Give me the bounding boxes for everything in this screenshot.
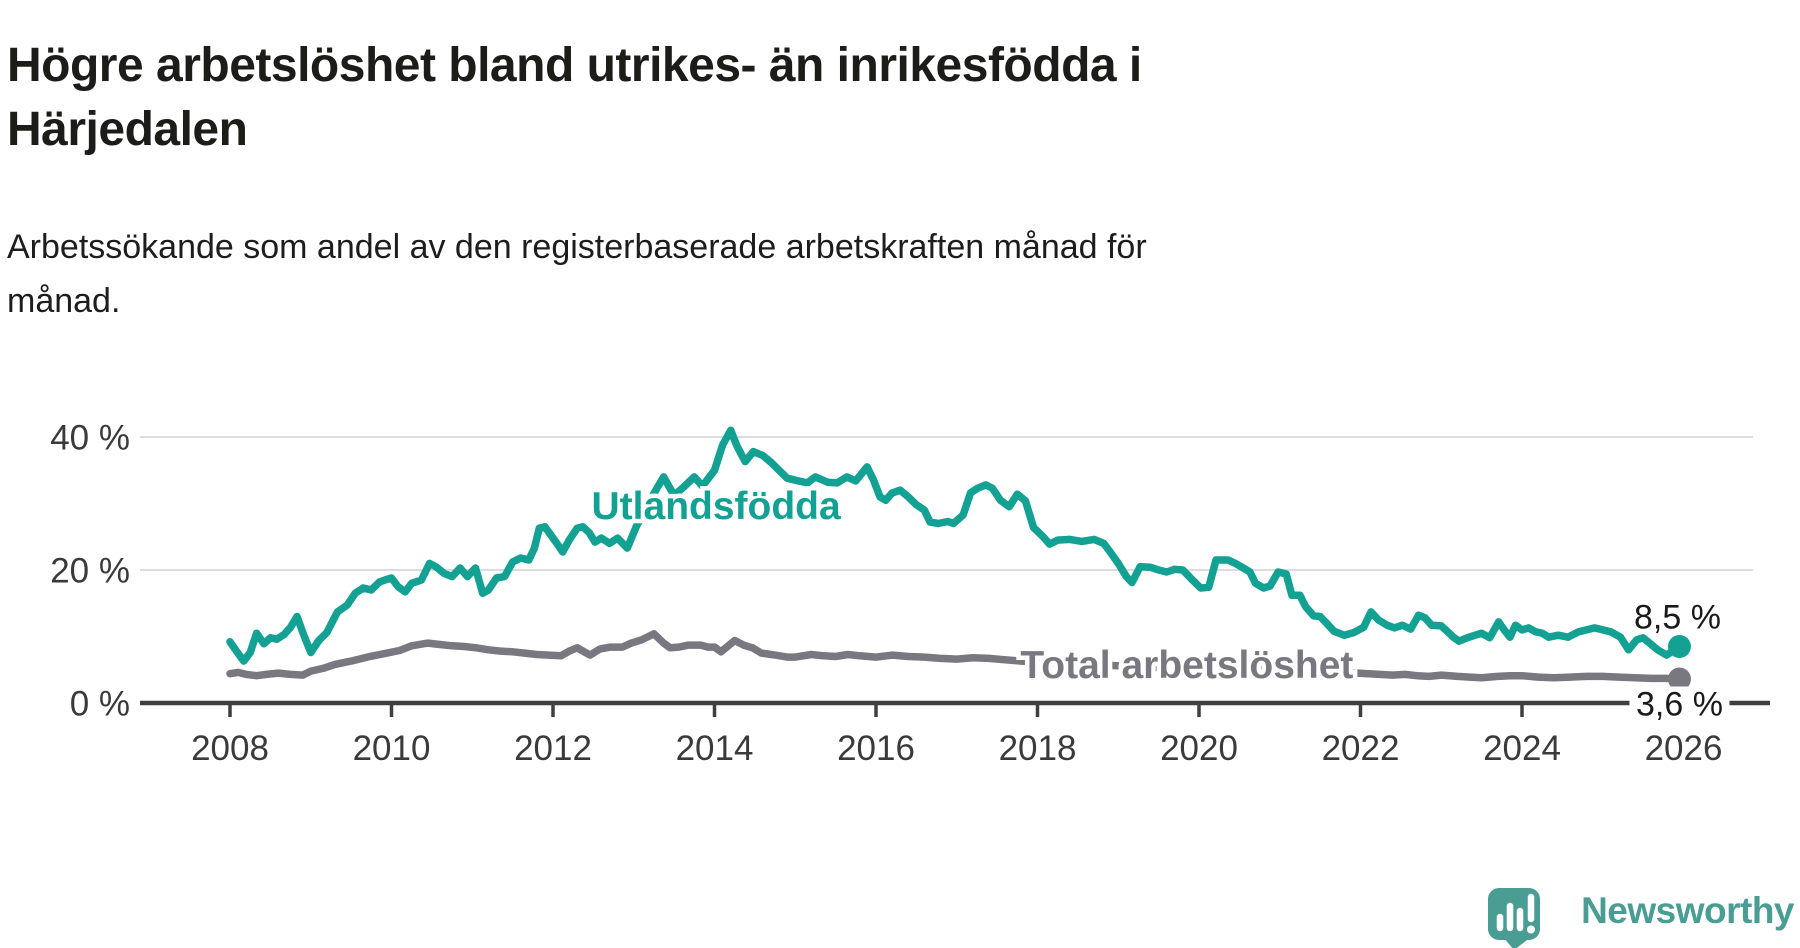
x-tick-label-2022: 2022 [1322,729,1400,768]
page-title: Högre arbetslöshet bland utrikes- än inr… [7,39,1142,156]
y-tick-label-0: 0 % [70,685,130,724]
series-inline-label: Utlandsfödda [592,485,841,528]
y-tick-label-40: 40 % [50,419,130,458]
logo-exclamation-dot-icon [1527,925,1535,934]
x-tick-label-2024: 2024 [1483,729,1561,768]
series-line-total [226,630,1684,683]
x-tick-label-2026: 2026 [1645,729,1723,768]
gridlines-group: 0 % 20 % 40 % [50,419,1753,724]
series-inline-label: Total arbetslöshet [1020,644,1353,687]
end-value-label-backing [1629,686,1730,720]
newsworthy-logo: Newsworthy [1488,888,1795,948]
x-tick-label-2010: 2010 [353,729,431,768]
y-tick-label-20: 20 % [50,552,130,591]
x-tick-label-2018: 2018 [999,729,1077,768]
x-tick-label-2016: 2016 [837,729,915,768]
x-tick-label-2008: 2008 [191,729,269,768]
labels-group: Total arbetslöshet 3,6 % Utlandsfödda 8,5 % [587,480,1730,724]
chart-subtitle: Arbetssökande som andel av den registerb… [7,228,1147,321]
x-tick-label-2020: 2020 [1160,729,1238,768]
logo-bar-chart-icon [1496,893,1535,932]
series-end-dot [1667,634,1691,658]
end-value-label: 8,5 % [1634,598,1721,636]
end-value-label: 3,6 % [1636,686,1723,724]
x-tick-label-2014: 2014 [676,729,754,768]
axes-group: 2008 2010 2012 2014 2016 2018 2020 2022 2024 2026 [140,700,1770,768]
x-tick-label-2012: 2012 [514,729,592,768]
logo-wordmark: Newsworthy [1581,890,1795,931]
logo-bubble-tail [1503,937,1531,948]
series-end-dot [1667,667,1691,691]
series-group [226,426,1684,683]
series-line-utlandsfodda [226,426,1684,665]
